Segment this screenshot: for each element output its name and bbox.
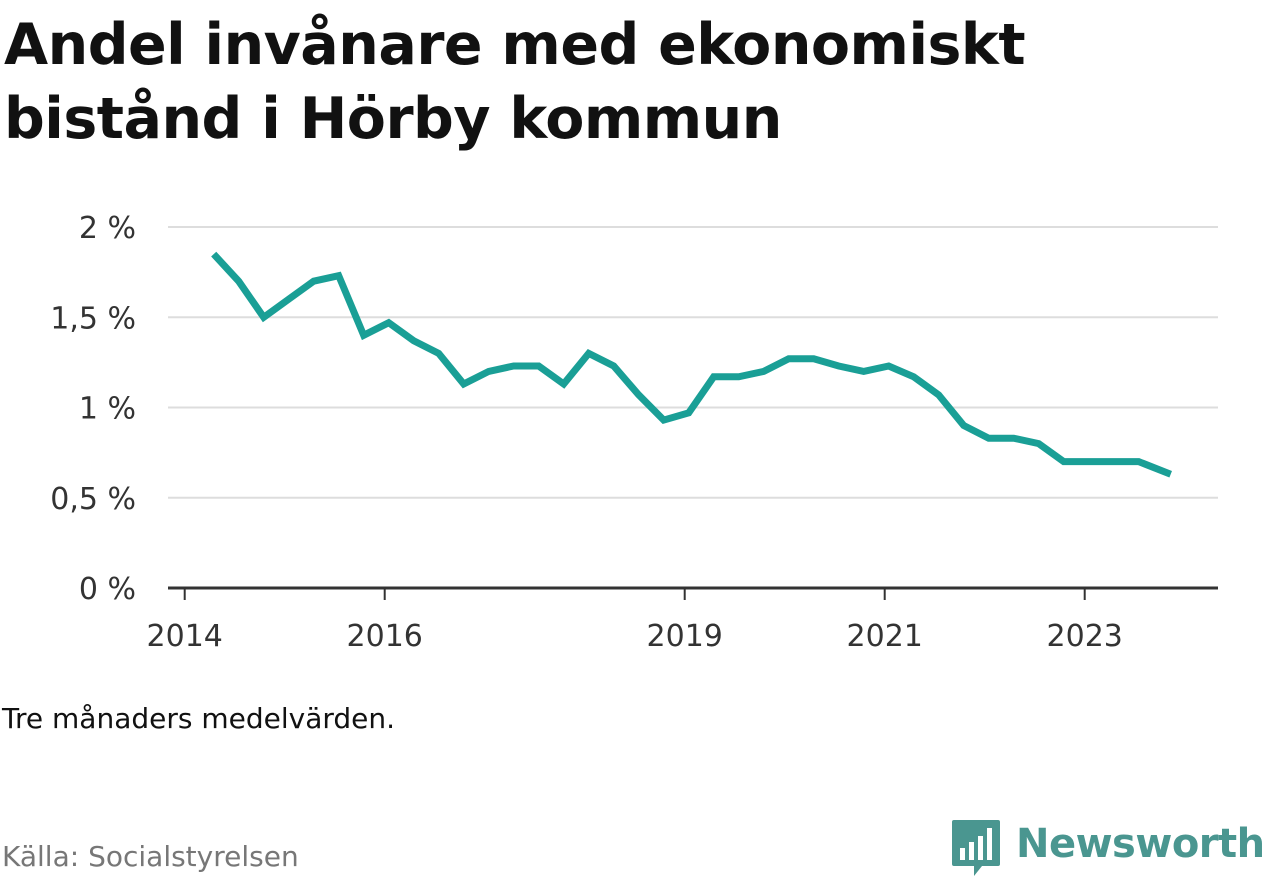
y-axis-ticks: 0 % 0,5 % 1 % 1,5 % 2 % <box>50 211 136 607</box>
series-layer <box>211 251 1172 478</box>
brand-name: Newsworthy <box>1016 821 1262 867</box>
chart-title: Andel invånare med ekonomiskt bistånd i … <box>4 12 1026 152</box>
series-line <box>211 251 1172 478</box>
x-tick-label: 2016 <box>347 619 423 654</box>
line-chart: 0 % 0,5 % 1 % 1,5 % 2 % 2014 2016 2019 2021 2023 <box>50 211 1218 654</box>
source-credit: Källa: Socialstyrelsen <box>2 840 299 873</box>
newsworthy-logo-icon <box>952 820 1000 876</box>
x-axis <box>168 586 1218 600</box>
x-tick-label: 2023 <box>1047 619 1123 654</box>
x-tick-label: 2019 <box>647 619 723 654</box>
x-tick-label: 2014 <box>147 619 223 654</box>
chart-note: Tre månaders medelvärden. <box>2 702 396 735</box>
brand-logo: Newsworthy <box>950 818 1262 880</box>
y-tick-label: 0 % <box>79 572 136 607</box>
y-tick-label: 0,5 % <box>50 482 136 517</box>
y-tick-label: 2 % <box>79 211 136 246</box>
y-tick-label: 1,5 % <box>50 301 136 336</box>
gridlines <box>168 226 1218 499</box>
y-tick-label: 1 % <box>79 392 136 427</box>
x-tick-label: 2021 <box>847 619 923 654</box>
x-axis-ticks: 2014 2016 2019 2021 2023 <box>147 619 1123 654</box>
